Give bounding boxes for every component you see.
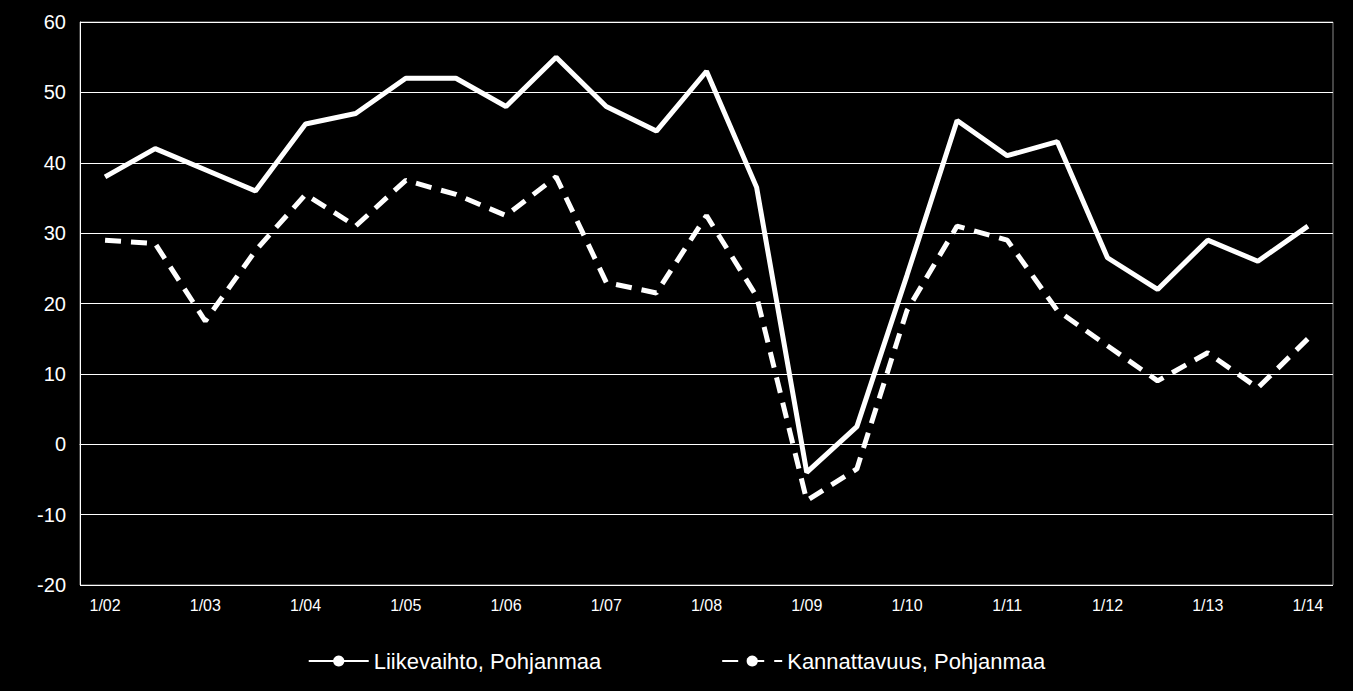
svg-text:1/13: 1/13 (1192, 597, 1223, 614)
svg-text:50: 50 (44, 81, 66, 103)
svg-text:-10: -10 (37, 504, 66, 526)
svg-text:0: 0 (55, 433, 66, 455)
svg-text:-20: -20 (37, 574, 66, 596)
svg-text:1/08: 1/08 (691, 597, 722, 614)
svg-text:Kannattavuus, Pohjanmaa: Kannattavuus, Pohjanmaa (787, 649, 1046, 674)
svg-text:1/04: 1/04 (290, 597, 321, 614)
svg-text:1/14: 1/14 (1292, 597, 1323, 614)
svg-text:60: 60 (44, 11, 66, 33)
svg-text:30: 30 (44, 222, 66, 244)
svg-text:1/09: 1/09 (791, 597, 822, 614)
svg-text:1/06: 1/06 (490, 597, 521, 614)
svg-text:1/03: 1/03 (190, 597, 221, 614)
svg-text:1/11: 1/11 (992, 597, 1022, 614)
svg-text:20: 20 (44, 293, 66, 315)
svg-text:10: 10 (44, 363, 66, 385)
svg-text:1/02: 1/02 (89, 597, 120, 614)
svg-text:1/10: 1/10 (891, 597, 922, 614)
svg-text:40: 40 (44, 152, 66, 174)
svg-text:1/07: 1/07 (591, 597, 622, 614)
svg-text:1/05: 1/05 (390, 597, 421, 614)
svg-text:1/12: 1/12 (1092, 597, 1123, 614)
svg-text:Liikevaihto, Pohjanmaa: Liikevaihto, Pohjanmaa (374, 649, 602, 674)
